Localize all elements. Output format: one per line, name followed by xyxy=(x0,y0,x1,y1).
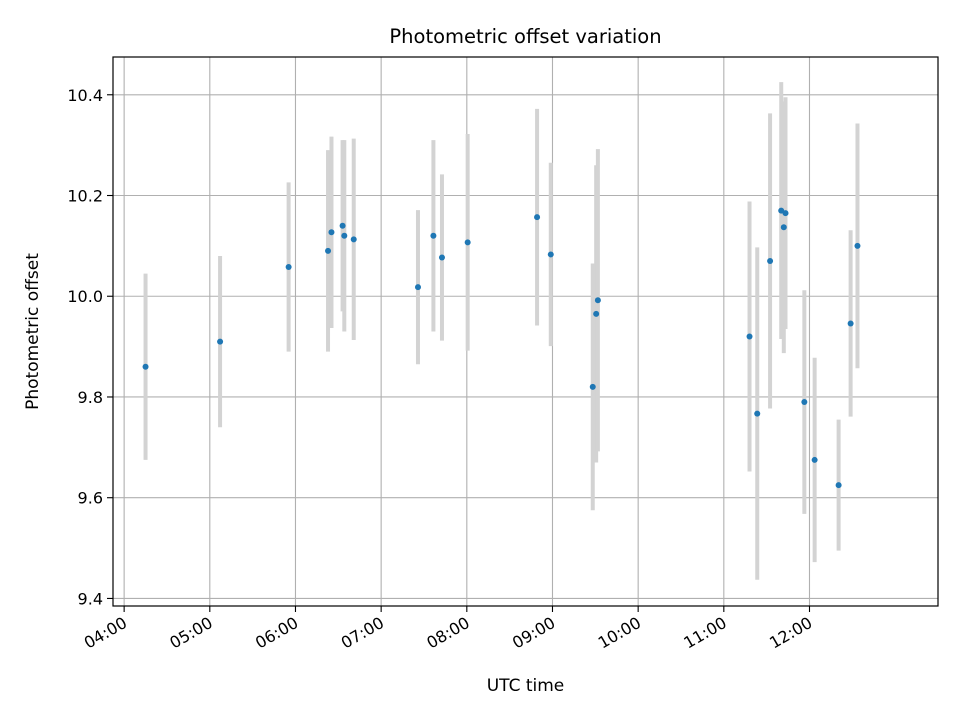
data-point xyxy=(594,297,601,304)
data-point xyxy=(589,383,596,390)
data-point xyxy=(754,410,761,417)
data-point xyxy=(801,399,808,406)
data-point xyxy=(854,242,861,249)
y-tick-label: 10.0 xyxy=(67,287,103,306)
chart-title: Photometric offset variation xyxy=(389,25,661,48)
data-points xyxy=(142,207,861,489)
data-point xyxy=(285,264,292,271)
data-point xyxy=(341,232,348,239)
y-tick-label: 9.8 xyxy=(78,388,103,407)
data-point xyxy=(534,214,541,221)
data-point xyxy=(847,320,854,327)
data-point xyxy=(746,333,753,340)
y-tick-label: 9.6 xyxy=(78,489,103,508)
y-tick-label: 10.4 xyxy=(67,86,103,105)
data-point xyxy=(782,210,789,217)
data-point xyxy=(217,338,224,345)
data-point xyxy=(414,284,421,291)
data-point xyxy=(350,236,357,243)
data-point xyxy=(811,456,818,463)
y-tick-label: 9.4 xyxy=(78,589,103,608)
y-axis-ticks: 9.4 9.6 9.8 10.0 10.2 10.4 xyxy=(67,86,113,608)
data-point xyxy=(835,482,842,489)
data-point xyxy=(430,232,437,239)
data-point xyxy=(767,257,774,264)
data-point xyxy=(780,224,787,231)
data-point xyxy=(464,239,471,246)
y-tick-label: 10.2 xyxy=(67,187,103,206)
plot-frame xyxy=(112,56,939,607)
x-axis-label: UTC time xyxy=(487,676,565,696)
data-point xyxy=(142,363,149,370)
data-point xyxy=(438,254,445,261)
data-point xyxy=(339,222,346,229)
data-point xyxy=(593,310,600,317)
data-point xyxy=(547,251,554,258)
y-axis-label: Photometric offset xyxy=(23,253,43,410)
grid xyxy=(113,57,938,606)
data-point xyxy=(328,229,335,236)
data-point xyxy=(325,247,332,254)
